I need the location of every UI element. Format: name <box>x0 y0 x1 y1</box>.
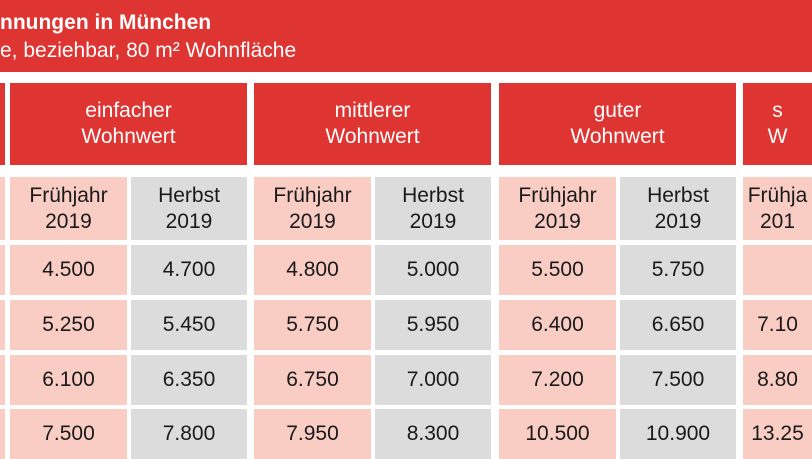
price-cell: 5.950 <box>375 300 491 350</box>
price-cell: 7.500 <box>10 409 127 459</box>
price-cell: 7.000 <box>375 355 491 405</box>
price-cell: 5.750 <box>254 300 371 350</box>
table-subtitle: e, beziehbar, 80 m² Wohnfläche <box>0 39 297 62</box>
price-cell: 6.350 <box>131 355 247 405</box>
row-label-period-edge <box>0 177 5 240</box>
period-header: Frühja 201 <box>743 177 812 240</box>
price-cell: 8.80 <box>743 355 812 405</box>
price-cell: 13.25 <box>743 409 812 459</box>
price-cell: 4.800 <box>254 245 371 295</box>
period-header: Frühjahr 2019 <box>254 177 371 240</box>
column-header: s W <box>743 83 812 165</box>
price-cell: 10.900 <box>620 409 736 459</box>
row-label-edge-1 <box>0 245 5 295</box>
price-cell: 5.750 <box>620 245 736 295</box>
price-cell: 5.250 <box>10 300 127 350</box>
period-header: Herbst 2019 <box>620 177 736 240</box>
period-header: Herbst 2019 <box>375 177 491 240</box>
row-label-edge-2 <box>0 300 5 350</box>
price-cell: 4.700 <box>131 245 247 295</box>
table-title: nnungen in München <box>0 11 212 34</box>
column-header: mittlerer Wohnwert <box>254 83 491 165</box>
row-label-header-edge <box>0 83 5 165</box>
column-header: guter Wohnwert <box>499 83 736 165</box>
price-cell: 7.10 <box>743 300 812 350</box>
price-cell: 6.750 <box>254 355 371 405</box>
row-label-edge-3 <box>0 355 5 405</box>
price-cell: 5.450 <box>131 300 247 350</box>
row-label-edge-4 <box>0 409 5 459</box>
price-cell: 7.500 <box>620 355 736 405</box>
price-cell: 6.100 <box>10 355 127 405</box>
period-header: Frühjahr 2019 <box>499 177 616 240</box>
price-cell: 7.950 <box>254 409 371 459</box>
title-bar: nnungen in München e, beziehbar, 80 m² W… <box>0 0 812 72</box>
price-cell: 10.500 <box>499 409 616 459</box>
price-cell: 4.500 <box>10 245 127 295</box>
price-cell <box>743 245 812 295</box>
price-cell: 7.800 <box>131 409 247 459</box>
price-cell: 5.500 <box>499 245 616 295</box>
price-cell: 7.200 <box>499 355 616 405</box>
period-header: Frühjahr 2019 <box>10 177 127 240</box>
period-header: Herbst 2019 <box>131 177 247 240</box>
price-cell: 5.000 <box>375 245 491 295</box>
price-cell: 8.300 <box>375 409 491 459</box>
price-cell: 6.400 <box>499 300 616 350</box>
column-header: einfacher Wohnwert <box>10 83 247 165</box>
price-cell: 6.650 <box>620 300 736 350</box>
